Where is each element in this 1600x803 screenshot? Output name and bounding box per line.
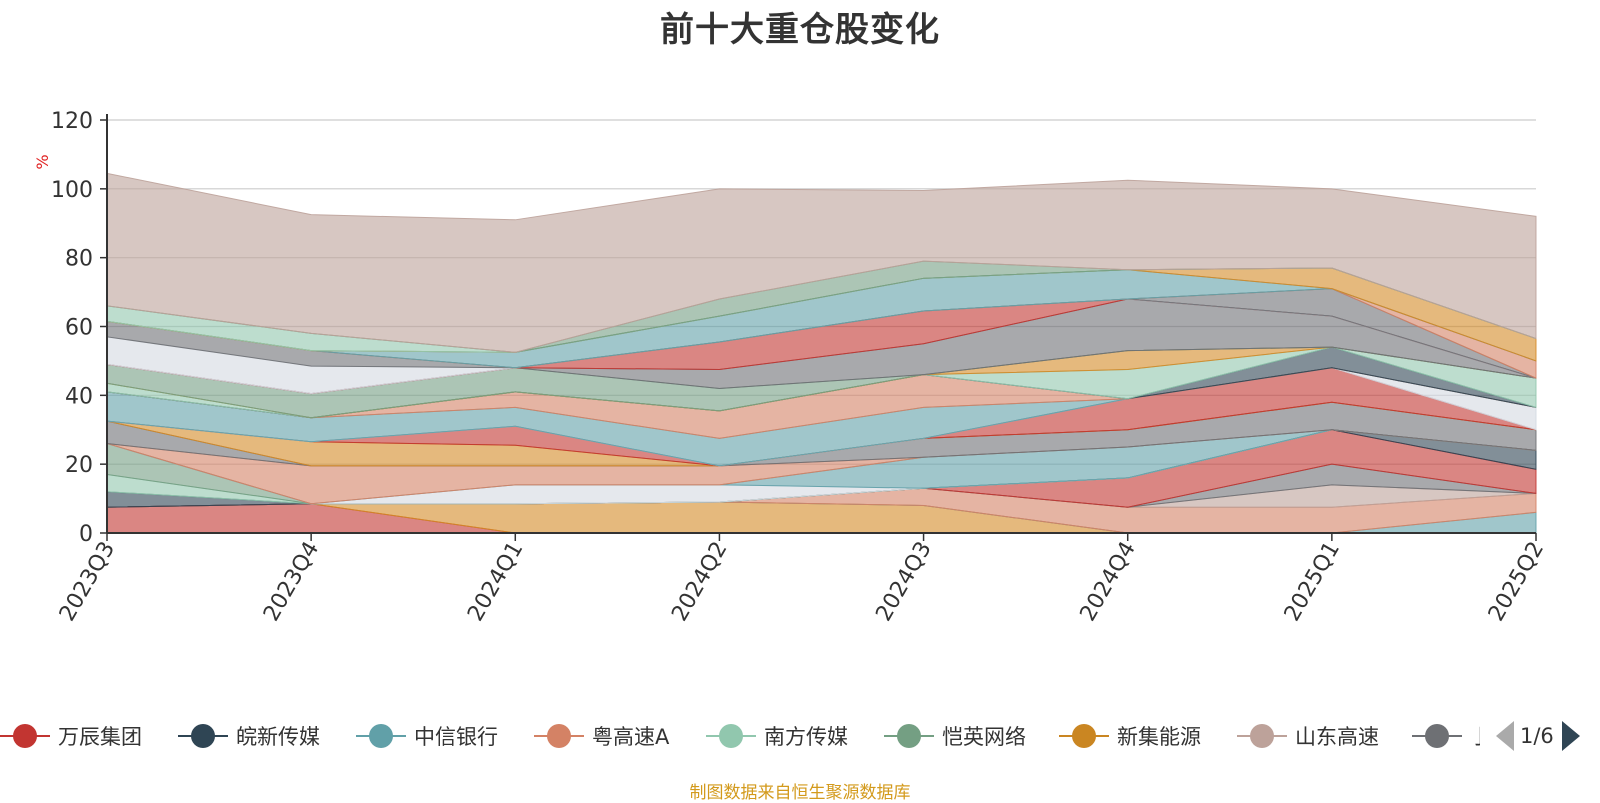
legend-marker-icon [356, 721, 406, 751]
legend-marker-icon [1059, 721, 1109, 751]
legend-item[interactable]: 万辰集团 [0, 718, 142, 754]
area-series-32[interactable] [106, 172, 1537, 353]
legend-item[interactable]: 粤高速A [534, 718, 669, 754]
legend-label: 山东高速 [1295, 725, 1379, 749]
legend-page-indicator: 1/6 [1520, 724, 1554, 748]
y-tick-label: 0 [79, 522, 93, 547]
y-tick-label: 120 [51, 109, 93, 134]
legend-marker-icon [178, 721, 228, 751]
legend-item[interactable]: 南方传媒 [706, 718, 848, 754]
legend-item[interactable]: 新集能源 [1059, 718, 1201, 754]
legend-next-arrow-icon[interactable] [1561, 721, 1580, 751]
legend-marker-icon [706, 721, 756, 751]
legend-item[interactable]: 中信银行 [356, 718, 498, 754]
y-tick-label: 80 [65, 247, 93, 272]
x-tick-label: 2024Q1 [463, 538, 528, 626]
source-note: 制图数据来自恒生聚源数据库 [689, 783, 911, 803]
legend-label: 亅 [1470, 721, 1480, 751]
legend-item[interactable]: 山东高速 [1237, 718, 1379, 754]
y-tick-label: 60 [65, 316, 93, 341]
legend-marker-icon [884, 721, 934, 751]
legend-label: 新集能源 [1117, 725, 1201, 749]
x-tick-label: 2024Q4 [1076, 538, 1141, 626]
legend-marker-icon [534, 721, 584, 751]
y-axis-label: % [33, 154, 52, 169]
legend-label: 南方传媒 [764, 725, 848, 749]
legend: 万辰集团 皖新传媒 中信银行 粤高速A 南方传媒 恺英网络 新集能源 山东高速 亅 [0, 718, 1600, 754]
legend-label: 中信银行 [414, 725, 498, 749]
chart-plot: 0 20 40 60 80 100 120% 2023Q3 2023Q4 2024Q1 2024Q2… [33, 109, 1549, 626]
legend-item[interactable]: 皖新传媒 [178, 718, 320, 754]
legend-marker-icon [0, 721, 50, 751]
x-tick-label: 2023Q3 [55, 538, 120, 626]
y-tick-label: 40 [65, 384, 93, 409]
legend-label: 粤高速A [592, 725, 670, 749]
legend-marker-icon [1412, 721, 1462, 751]
legend-marker-icon [1237, 721, 1287, 751]
legend-label: 恺英网络 [942, 725, 1026, 749]
stacked-areas [106, 172, 1537, 534]
x-tick-label: 2025Q1 [1280, 538, 1345, 626]
y-tick-label: 20 [65, 453, 93, 478]
legend-item[interactable]: 恺英网络 [884, 718, 1026, 754]
x-tick-label: 2024Q3 [871, 538, 936, 626]
y-tick-label: 100 [51, 178, 93, 203]
x-tick-label: 2023Q4 [259, 538, 324, 626]
legend-items: 万辰集团 皖新传媒 中信银行 粤高速A 南方传媒 恺英网络 新集能源 山东高速 亅 [0, 718, 1480, 754]
x-tick-label: 2025Q2 [1484, 538, 1549, 626]
chart-title: 前十大重仓股变化 [660, 10, 940, 50]
legend-pager: 1/6 [1496, 718, 1580, 754]
x-tick-label: 2024Q2 [667, 538, 732, 626]
legend-prev-arrow-icon[interactable] [1496, 721, 1514, 751]
legend-label: 皖新传媒 [236, 725, 320, 749]
legend-item[interactable]: 亅 [1412, 718, 1480, 754]
legend-label: 万辰集团 [58, 725, 142, 749]
